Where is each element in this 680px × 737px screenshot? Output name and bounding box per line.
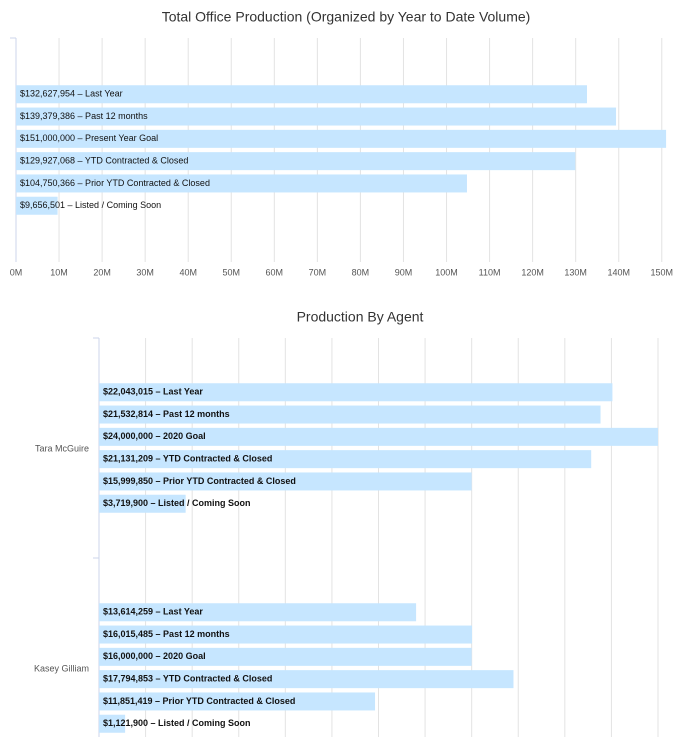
bar xyxy=(99,450,592,469)
bar xyxy=(99,670,514,689)
x-tick-label: 100M xyxy=(435,267,458,277)
bar-label: $1,121,900 – Listed / Coming Soon xyxy=(103,718,251,728)
bar-label: $16,015,485 – Past 12 months xyxy=(103,629,230,639)
bar xyxy=(99,625,473,644)
x-tick-label: 10M xyxy=(50,267,68,277)
bar-label: $24,000,000 – 2020 Goal xyxy=(103,431,206,441)
bar-label: $21,131,209 – YTD Contracted & Closed xyxy=(103,454,272,464)
bar xyxy=(99,405,601,424)
y-tick-label: Tara McGuire xyxy=(35,443,89,453)
bar-label: $3,719,900 – Listed / Coming Soon xyxy=(103,498,251,508)
x-tick-label: 80M xyxy=(352,267,370,277)
x-tick-label: 130M xyxy=(564,267,587,277)
chart-title: Total Office Production (Organized by Ye… xyxy=(162,9,531,25)
bar-label: $17,794,853 – YTD Contracted & Closed xyxy=(103,674,272,684)
bar-label: $132,627,954 – Last Year xyxy=(20,89,123,99)
x-tick-label: 120M xyxy=(521,267,544,277)
bar-label: $22,043,015 – Last Year xyxy=(103,387,203,397)
bar-label: $151,000,000 – Present Year Goal xyxy=(20,133,158,143)
bar-label: $16,000,000 – 2020 Goal xyxy=(103,651,206,661)
x-tick-label: 0M xyxy=(10,267,23,277)
bar-label: $9,656,501 – Listed / Coming Soon xyxy=(20,200,161,210)
bar-label: $21,532,814 – Past 12 months xyxy=(103,409,230,419)
bar xyxy=(99,714,126,733)
bar xyxy=(99,494,186,513)
bar-label: $13,614,259 – Last Year xyxy=(103,607,203,617)
bar xyxy=(16,107,617,126)
chart-title: Production By Agent xyxy=(297,309,424,325)
bar xyxy=(16,196,58,215)
bar xyxy=(99,603,417,622)
x-tick-label: 90M xyxy=(395,267,413,277)
x-tick-label: 40M xyxy=(179,267,197,277)
bar xyxy=(16,129,667,148)
bar xyxy=(99,472,472,491)
bar-label: $139,379,386 – Past 12 months xyxy=(20,111,148,121)
bar-label: $15,999,850 – Prior YTD Contracted & Clo… xyxy=(103,476,296,486)
bar-label: $129,927,068 – YTD Contracted & Closed xyxy=(20,156,188,166)
bar-label: $11,851,419 – Prior YTD Contracted & Clo… xyxy=(103,696,295,706)
y-tick-label: Kasey Gilliam xyxy=(34,663,89,673)
x-tick-label: 150M xyxy=(651,267,674,277)
bar xyxy=(16,85,587,104)
bar xyxy=(99,692,376,711)
x-tick-label: 110M xyxy=(479,267,501,277)
x-tick-label: 20M xyxy=(93,267,111,277)
x-tick-label: 60M xyxy=(266,267,284,277)
bar-label: $104,750,366 – Prior YTD Contracted & Cl… xyxy=(20,178,210,188)
bar xyxy=(99,427,658,446)
bar xyxy=(99,383,613,402)
x-tick-label: 50M xyxy=(223,267,241,277)
x-tick-label: 70M xyxy=(309,267,327,277)
x-tick-label: 30M xyxy=(136,267,154,277)
x-tick-label: 140M xyxy=(607,267,630,277)
bar xyxy=(16,152,576,171)
bar xyxy=(16,174,467,193)
bar xyxy=(99,647,472,666)
